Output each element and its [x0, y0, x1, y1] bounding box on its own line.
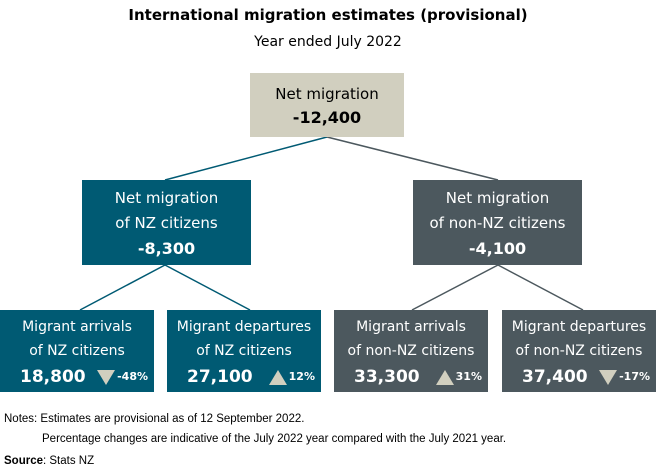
leaf-label-2: of non-NZ citizens [347, 343, 475, 359]
connector-net-to-nz [164, 136, 328, 181]
diagram-title: International migration estimates (provi… [128, 6, 528, 24]
non-nz-net-value: -4,100 [468, 239, 527, 258]
connector-net-to-non-nz [326, 136, 499, 181]
leaf-change: 31% [455, 370, 482, 383]
nz-net-box: Net migration of NZ citizens -8,300 [82, 180, 251, 265]
leaf-label-2: of NZ citizens [196, 343, 292, 359]
leaf-label-1: Migrant arrivals [22, 319, 132, 335]
leaf-box: Migrant arrivals of non-NZ citizens 33,3… [334, 310, 488, 392]
nz-net-label-2: of NZ citizens [115, 214, 218, 232]
non-nz-net-label-2: of non-NZ citizens [429, 214, 566, 232]
source-label: Source [4, 455, 43, 467]
connector-nz-to-arrivals [79, 264, 166, 311]
leaf-label-1: Migrant departures [511, 319, 647, 335]
leaf-value: 33,300 [354, 367, 420, 387]
diagram-subtitle: Year ended July 2022 [254, 34, 402, 50]
net-migration-value: -12,400 [292, 108, 362, 127]
notes-line-2: Percentage changes are indicative of the… [42, 433, 507, 445]
connector-nz-to-departures [164, 264, 251, 311]
nz-net-value: -8,300 [137, 239, 196, 258]
non-nz-net-label-1: Net migration [445, 189, 550, 207]
up-triangle-icon [435, 369, 454, 385]
leaf-label-2: of non-NZ citizens [515, 343, 643, 359]
leaf-label-1: Migrant arrivals [356, 319, 466, 335]
leaf-value: 37,400 [522, 367, 588, 387]
source-line: Source: Stats NZ [4, 455, 94, 467]
nz-net-label-1: Net migration [114, 189, 219, 207]
down-triangle-icon [599, 369, 618, 385]
source-value: : Stats NZ [43, 455, 95, 467]
net-migration-box: Net migration -12,400 [250, 73, 404, 137]
leaf-label-2: of NZ citizens [29, 343, 125, 359]
leaf-label-1: Migrant departures [176, 319, 312, 335]
non-nz-net-box: Net migration of non-NZ citizens -4,100 [413, 180, 582, 265]
leaf-box: Migrant arrivals of NZ citizens 18,800 -4… [0, 310, 154, 392]
leaf-change: -48% [117, 370, 148, 383]
connector-non-nz-to-departures [497, 264, 584, 311]
net-migration-label: Net migration [275, 85, 379, 103]
leaf-change: 12% [288, 370, 315, 383]
connector-non-nz-to-arrivals [411, 264, 499, 311]
leaf-value: 27,100 [187, 367, 253, 387]
leaf-box: Migrant departures of non-NZ citizens 37… [502, 310, 656, 392]
notes-line-1: Notes: Estimates are provisional as of 1… [4, 413, 305, 425]
leaf-box: Migrant departures of NZ citizens 27,100… [167, 310, 321, 392]
leaf-value: 18,800 [20, 367, 86, 387]
leaf-change: -17% [619, 370, 650, 383]
up-triangle-icon [268, 369, 287, 385]
down-triangle-icon [97, 369, 116, 385]
